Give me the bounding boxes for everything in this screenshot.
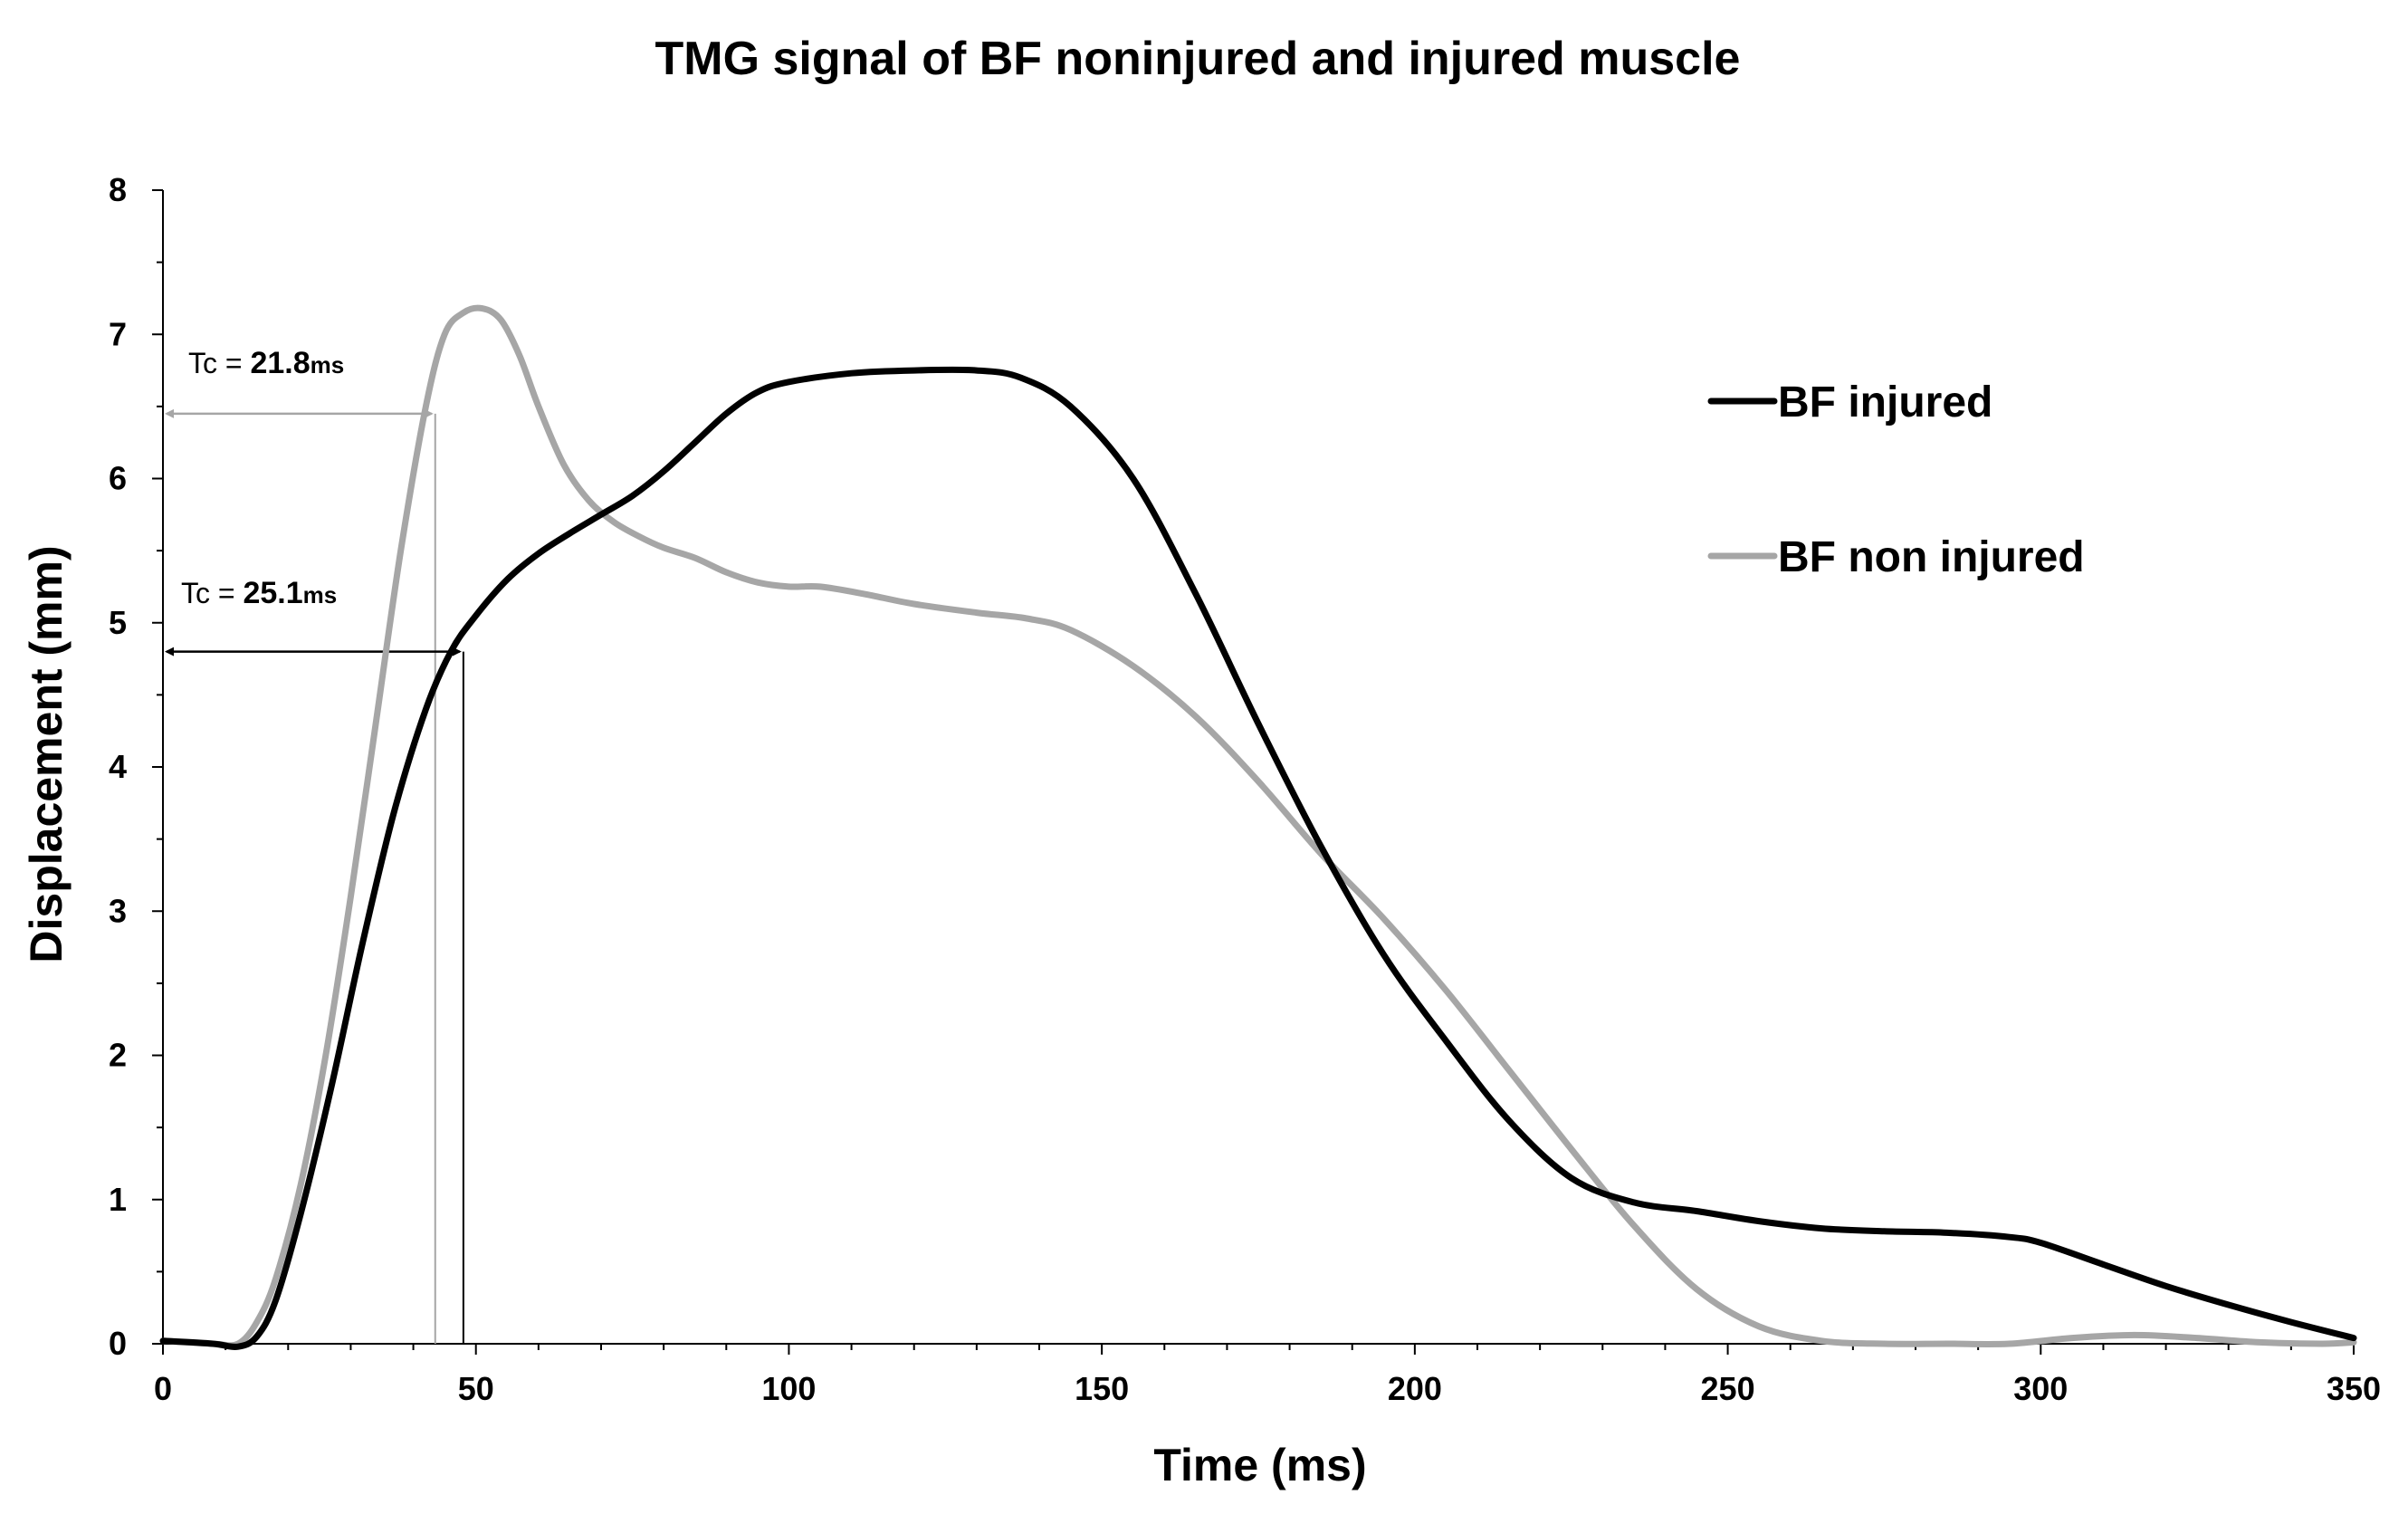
- tc-value: 25.1: [243, 576, 302, 610]
- series-line-1: [159, 366, 2357, 1350]
- x-tick-label: 200: [1388, 1370, 1442, 1407]
- legend-label-1: BF injured: [1778, 378, 1992, 426]
- y-tick-label: 6: [109, 460, 127, 497]
- tc-unit: ms: [311, 351, 345, 378]
- x-tick-label: 0: [154, 1370, 172, 1407]
- x-tick-label: 300: [2013, 1370, 2068, 1407]
- x-tick-label: 350: [2327, 1370, 2381, 1407]
- tc-prefix: Tc =: [181, 577, 243, 609]
- x-tick-label: 100: [761, 1370, 816, 1407]
- axes: 0 1 2 3 4 5 6 7 8 0 50 100 150 200 250 300 350: [109, 171, 2381, 1407]
- x-axis-title: Time (ms): [1153, 1440, 1366, 1490]
- x-tick-label: 50: [458, 1370, 494, 1407]
- y-tick-label: 4: [109, 748, 127, 785]
- legend: BF injured BF non injured: [1707, 378, 2085, 581]
- y-tick-label: 0: [109, 1325, 127, 1362]
- y-tick-label: 3: [109, 892, 127, 929]
- legend-label-2: BF non injured: [1778, 533, 2085, 581]
- y-tick-label: 2: [109, 1037, 127, 1074]
- tc-label-2: Tc = 25.1ms: [181, 576, 337, 610]
- x-tick-label: 150: [1075, 1370, 1129, 1407]
- x-tick-label: 250: [1701, 1370, 1755, 1407]
- tc-label-1: Tc = 21.8ms: [188, 346, 344, 380]
- y-tick-label: 5: [109, 604, 127, 641]
- y-tick-label: 8: [109, 171, 127, 208]
- tc-value: 21.8: [250, 346, 310, 380]
- y-tick-label: 7: [109, 315, 127, 352]
- series-line-2: [159, 304, 2357, 1349]
- series-group: [159, 304, 2357, 1350]
- tc-prefix: Tc =: [188, 347, 250, 379]
- y-axis-title: Displacement (mm): [21, 545, 72, 963]
- chart-title: TMG signal of BF noninjured and injured …: [655, 33, 1741, 85]
- tc-unit: ms: [303, 581, 338, 608]
- annotation-lines: [165, 408, 464, 1344]
- y-tick-label: 1: [109, 1181, 127, 1218]
